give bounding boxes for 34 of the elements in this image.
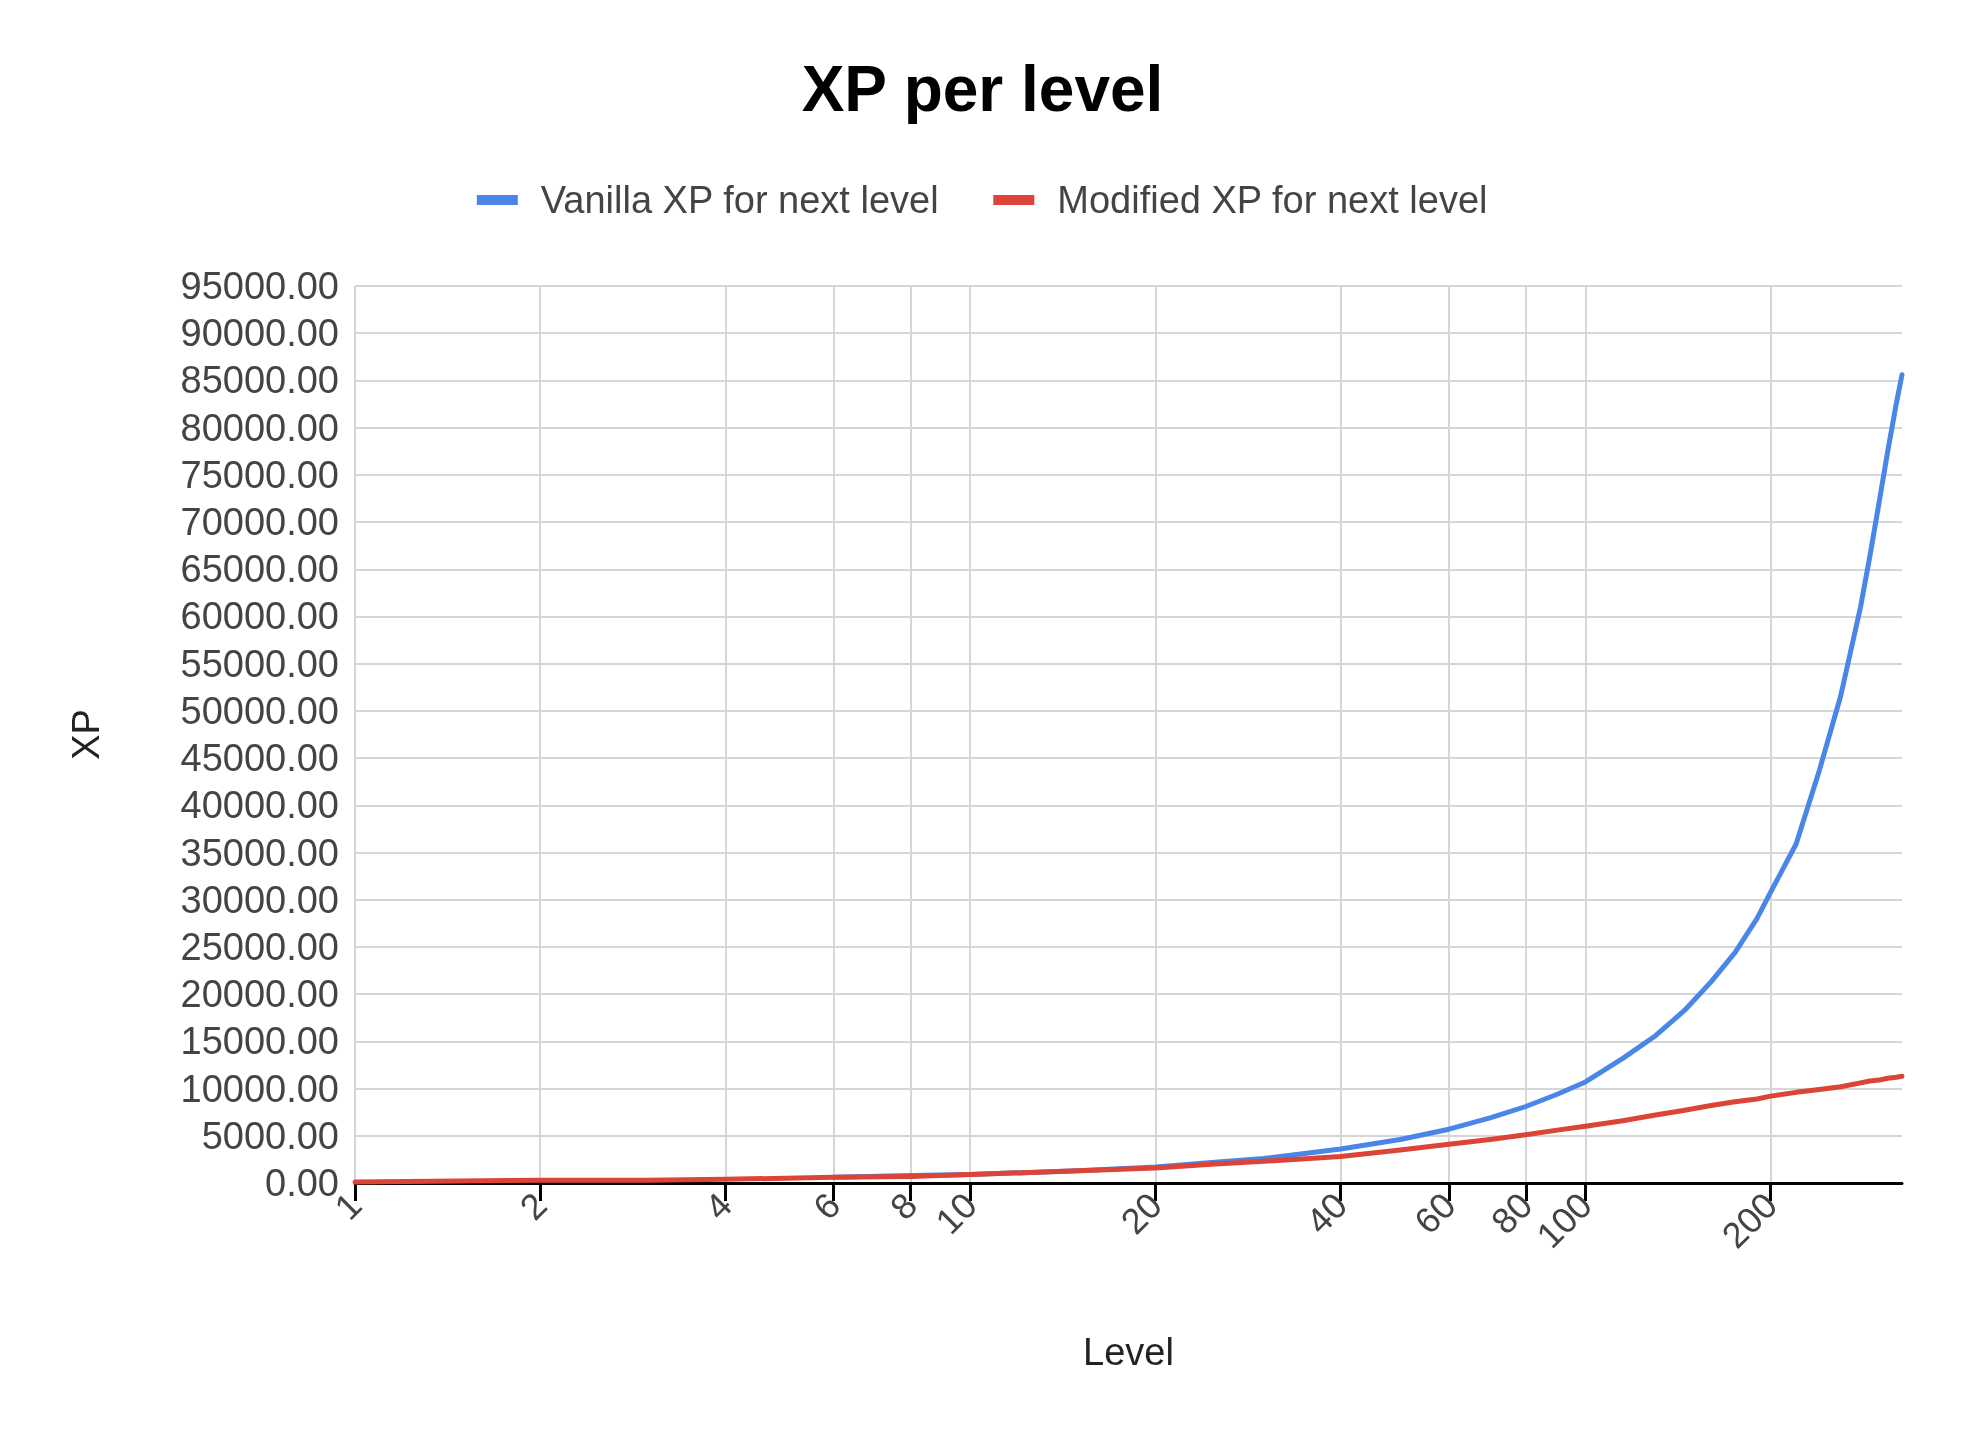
x-tick-label: 60 bbox=[1406, 1184, 1464, 1242]
y-tick-label: 65000.00 bbox=[180, 548, 339, 591]
y-tick-label: 20000.00 bbox=[180, 973, 339, 1016]
y-tick-label: 50000.00 bbox=[180, 689, 339, 732]
x-tick-label: 200 bbox=[1713, 1184, 1786, 1256]
y-tick-label: 75000.00 bbox=[180, 453, 339, 496]
y-tick-label: 5000.00 bbox=[201, 1114, 339, 1157]
x-tick-label: 6 bbox=[805, 1184, 849, 1228]
x-tick-label: 2 bbox=[511, 1184, 555, 1228]
y-tick-label: 90000.00 bbox=[180, 312, 339, 355]
x-tick-label: 40 bbox=[1297, 1184, 1356, 1242]
x-tick-label: 10 bbox=[927, 1184, 985, 1242]
y-tick-label: 10000.00 bbox=[180, 1067, 339, 1110]
x-tick-label: 20 bbox=[1112, 1184, 1170, 1242]
y-tick-label: 0.00 bbox=[265, 1162, 339, 1204]
y-tick-label: 45000.00 bbox=[180, 737, 339, 780]
y-tick-label: 25000.00 bbox=[180, 925, 339, 968]
y-tick-label: 30000.00 bbox=[180, 878, 339, 921]
x-axis-title: Level bbox=[1083, 1331, 1174, 1373]
y-tick-label: 95000.00 bbox=[180, 265, 339, 307]
y-tick-label: 80000.00 bbox=[180, 406, 339, 449]
x-tick-label: 8 bbox=[881, 1184, 926, 1228]
y-axis-title: XP bbox=[65, 709, 107, 760]
y-tick-label: 15000.00 bbox=[180, 1020, 339, 1063]
legend-label: Modified XP for next level bbox=[1057, 179, 1488, 221]
y-tick-label: 35000.00 bbox=[180, 831, 339, 874]
y-tick-label: 55000.00 bbox=[180, 642, 339, 685]
y-tick-label: 40000.00 bbox=[180, 784, 339, 827]
y-tick-label: 60000.00 bbox=[180, 595, 339, 638]
y-tick-label: 70000.00 bbox=[180, 501, 339, 544]
y-tick-label: 85000.00 bbox=[180, 359, 339, 402]
legend-label: Vanilla XP for next level bbox=[540, 179, 939, 221]
x-tick-label: 4 bbox=[696, 1184, 740, 1228]
chart-title: XP per level bbox=[801, 53, 1164, 125]
